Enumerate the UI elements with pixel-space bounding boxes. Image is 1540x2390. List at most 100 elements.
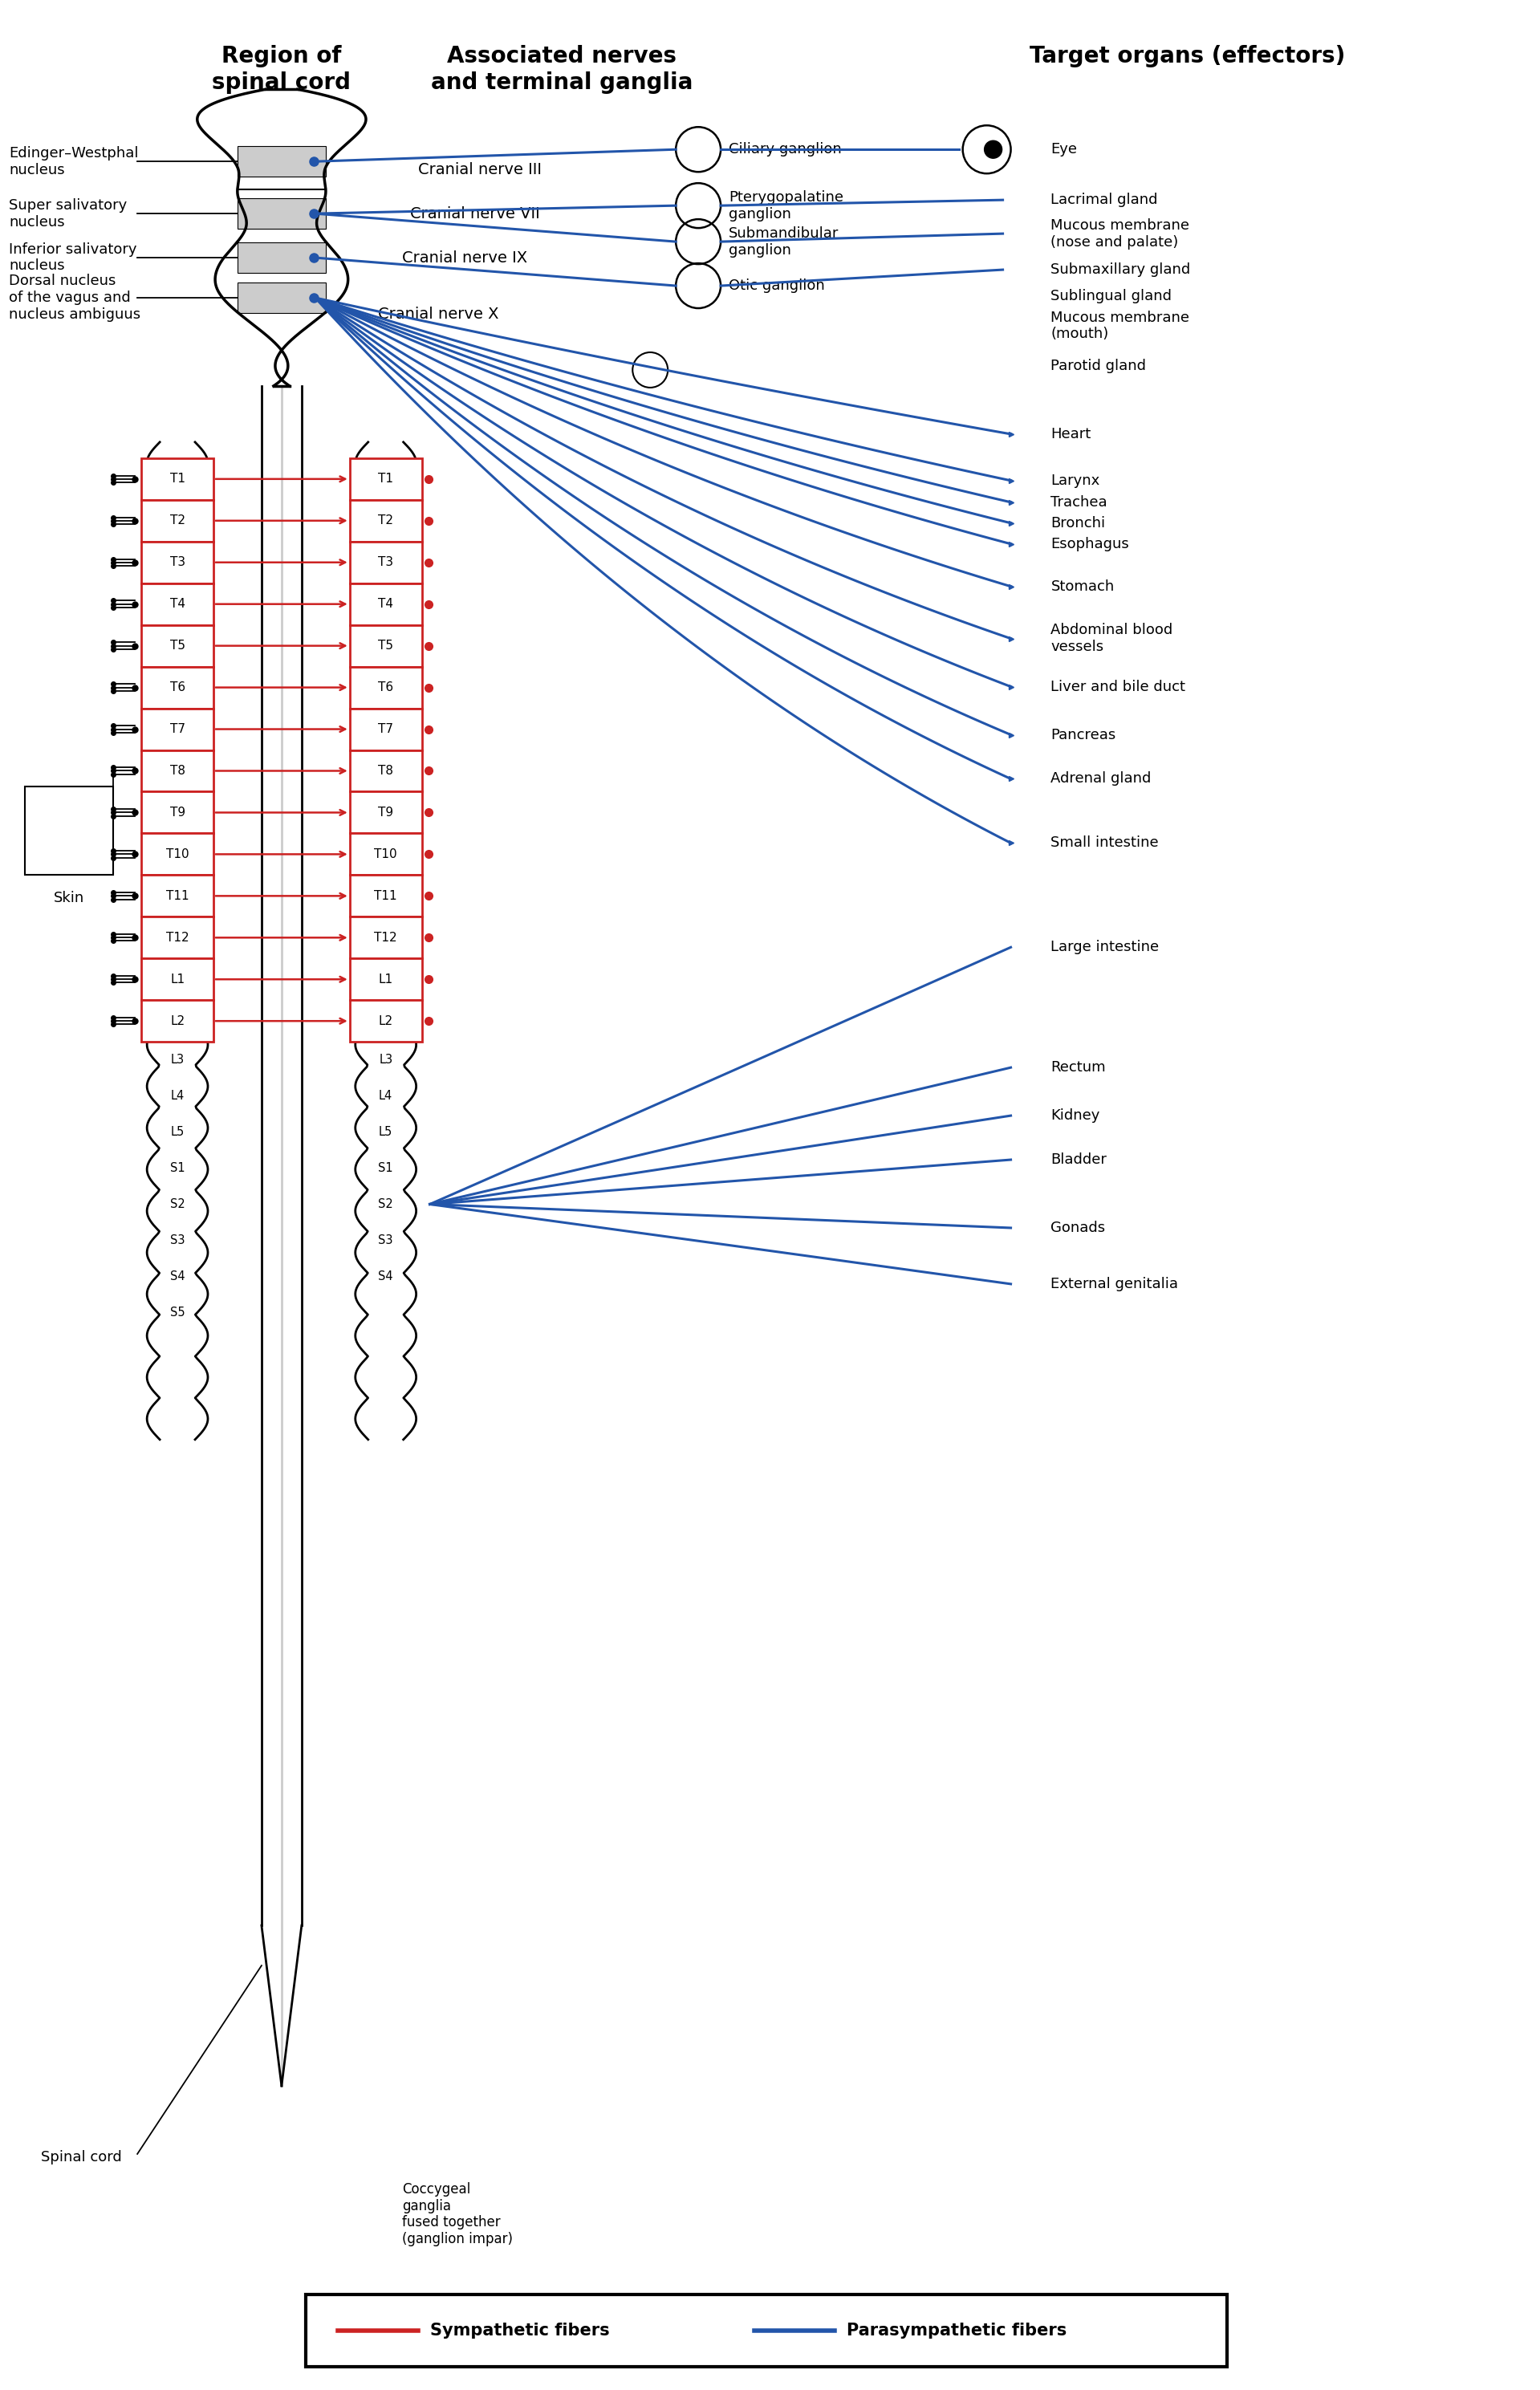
- Text: T4: T4: [169, 598, 185, 609]
- Text: S3: S3: [379, 1233, 393, 1245]
- Text: Coccygeal
ganglia
fused together
(ganglion impar): Coccygeal ganglia fused together (gangli…: [402, 2182, 513, 2247]
- Text: T7: T7: [169, 724, 185, 736]
- Text: T10: T10: [166, 848, 189, 860]
- Text: Cranial nerve VII: Cranial nerve VII: [410, 206, 539, 222]
- Text: T3: T3: [169, 557, 185, 569]
- Text: T5: T5: [169, 641, 185, 652]
- Bar: [25, 786, 114, 875]
- Text: L2: L2: [169, 1016, 185, 1028]
- Bar: [237, 282, 325, 313]
- Text: Gonads: Gonads: [1050, 1221, 1106, 1236]
- Text: T8: T8: [379, 765, 393, 777]
- Bar: [142, 791, 214, 834]
- Text: Submaxillary gland: Submaxillary gland: [1050, 263, 1190, 277]
- Bar: [350, 583, 422, 624]
- Text: Rectum: Rectum: [1050, 1061, 1106, 1075]
- Circle shape: [984, 141, 1003, 158]
- Text: Pancreas: Pancreas: [1050, 727, 1116, 741]
- Text: Parasympathetic fibers: Parasympathetic fibers: [847, 2323, 1067, 2337]
- Text: L5: L5: [379, 1126, 393, 1138]
- Bar: [142, 583, 214, 624]
- Text: S1: S1: [169, 1162, 185, 1173]
- Bar: [142, 750, 214, 791]
- Text: Eye: Eye: [1050, 143, 1078, 158]
- Text: T6: T6: [169, 681, 185, 693]
- Text: T1: T1: [379, 473, 393, 485]
- Text: Mucous membrane
(nose and palate): Mucous membrane (nose and palate): [1050, 217, 1190, 249]
- Bar: [350, 667, 422, 707]
- Bar: [350, 834, 422, 875]
- Text: T6: T6: [379, 681, 393, 693]
- Bar: [142, 500, 214, 543]
- Text: Stomach: Stomach: [1050, 578, 1115, 593]
- Text: Cranial nerve IX: Cranial nerve IX: [402, 251, 527, 265]
- Bar: [350, 750, 422, 791]
- Bar: [350, 958, 422, 999]
- Text: Region of
spinal cord: Region of spinal cord: [213, 45, 351, 93]
- Bar: [142, 543, 214, 583]
- Text: L5: L5: [171, 1126, 185, 1138]
- Bar: [142, 624, 214, 667]
- Text: S2: S2: [169, 1197, 185, 1209]
- Text: T10: T10: [374, 848, 397, 860]
- Text: L4: L4: [171, 1090, 185, 1102]
- Text: L3: L3: [171, 1054, 185, 1066]
- Text: Large intestine: Large intestine: [1050, 939, 1160, 954]
- Bar: [237, 241, 325, 272]
- Bar: [350, 791, 422, 834]
- Bar: [237, 146, 325, 177]
- Text: Otic ganglion: Otic ganglion: [728, 280, 825, 294]
- Text: Trachea: Trachea: [1050, 495, 1107, 509]
- Text: L1: L1: [379, 973, 393, 985]
- Text: L1: L1: [169, 973, 185, 985]
- Text: External genitalia: External genitalia: [1050, 1276, 1178, 1291]
- Text: S1: S1: [379, 1162, 393, 1173]
- Text: L4: L4: [379, 1090, 393, 1102]
- Bar: [142, 459, 214, 500]
- Text: T12: T12: [374, 932, 397, 944]
- Bar: [142, 834, 214, 875]
- Bar: [350, 707, 422, 750]
- Bar: [237, 198, 325, 229]
- Text: T2: T2: [169, 514, 185, 526]
- Text: T12: T12: [166, 932, 189, 944]
- Bar: [142, 707, 214, 750]
- Text: S5: S5: [169, 1307, 185, 1319]
- Text: Target organs (effectors): Target organs (effectors): [1029, 45, 1344, 67]
- Text: T3: T3: [379, 557, 393, 569]
- Text: Inferior salivatory
nucleus: Inferior salivatory nucleus: [9, 241, 137, 272]
- Text: S3: S3: [169, 1233, 185, 1245]
- Text: Mucous membrane
(mouth): Mucous membrane (mouth): [1050, 311, 1190, 342]
- Text: S2: S2: [379, 1197, 393, 1209]
- Text: Spinal cord: Spinal cord: [42, 2151, 122, 2165]
- Bar: [350, 459, 422, 500]
- Bar: [142, 918, 214, 958]
- Bar: [142, 875, 214, 918]
- Text: Sublingual gland: Sublingual gland: [1050, 289, 1172, 304]
- Bar: [305, 2294, 1227, 2366]
- Bar: [350, 500, 422, 543]
- Text: T4: T4: [379, 598, 393, 609]
- Bar: [350, 875, 422, 918]
- Text: Adrenal gland: Adrenal gland: [1050, 772, 1152, 786]
- Text: T7: T7: [379, 724, 393, 736]
- Text: L2: L2: [379, 1016, 393, 1028]
- Bar: [350, 543, 422, 583]
- Text: Parotid gland: Parotid gland: [1050, 358, 1146, 373]
- Bar: [142, 999, 214, 1042]
- Text: Associated nerves
and terminal ganglia: Associated nerves and terminal ganglia: [431, 45, 693, 93]
- Text: Lacrimal gland: Lacrimal gland: [1050, 194, 1158, 208]
- Text: Cranial nerve III: Cranial nerve III: [417, 163, 542, 177]
- Text: Heart: Heart: [1050, 428, 1092, 442]
- Bar: [350, 624, 422, 667]
- Text: Skin: Skin: [54, 891, 85, 906]
- Text: Larynx: Larynx: [1050, 473, 1100, 488]
- Text: S4: S4: [379, 1271, 393, 1283]
- Text: Sympathetic fibers: Sympathetic fibers: [430, 2323, 610, 2337]
- Text: Abdominal blood
vessels: Abdominal blood vessels: [1050, 624, 1173, 655]
- Text: L3: L3: [379, 1054, 393, 1066]
- Bar: [142, 667, 214, 707]
- Text: Esophagus: Esophagus: [1050, 538, 1129, 552]
- Text: T8: T8: [169, 765, 185, 777]
- Text: Kidney: Kidney: [1050, 1109, 1100, 1123]
